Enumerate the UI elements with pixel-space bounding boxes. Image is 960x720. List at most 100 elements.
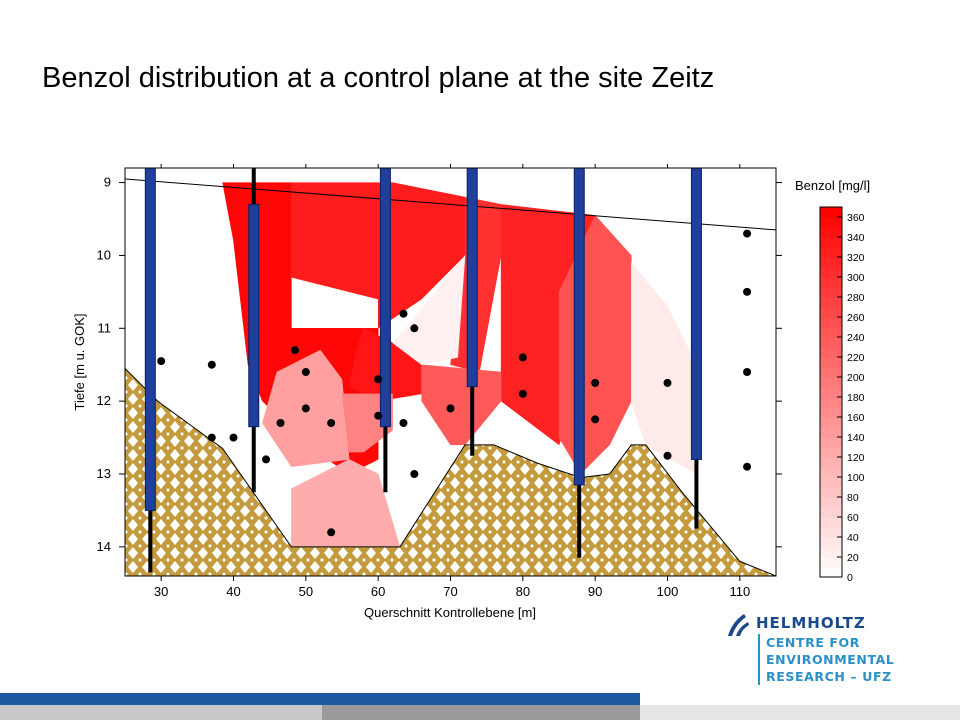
y-tick-label-12: 12 — [97, 393, 111, 408]
colorbar-band-200 — [820, 367, 842, 378]
aquitard — [125, 367, 776, 576]
wells-layer — [144, 167, 702, 573]
colorbar-tick-label-240: 240 — [847, 332, 865, 344]
well-screen-3 — [466, 167, 478, 388]
colorbar-tick-label-140: 140 — [847, 432, 865, 444]
sample-point-19 — [518, 389, 527, 398]
colorbar-band-220 — [820, 347, 842, 358]
colorbar-band-100 — [820, 467, 842, 478]
colorbar-tick-label-300: 300 — [847, 272, 865, 284]
colorbar-band-140 — [820, 427, 842, 438]
sample-point-0 — [157, 357, 166, 366]
sample-point-5 — [276, 419, 285, 427]
footer-bar-blue — [0, 693, 640, 705]
colorbar-band-50 — [820, 517, 842, 528]
colorbar-band-70 — [820, 497, 842, 508]
sample-point-22 — [663, 378, 672, 387]
colorbar-band-80 — [820, 487, 842, 498]
colorbar-band-60 — [820, 507, 842, 518]
colorbar-band-180 — [820, 387, 842, 398]
sample-point-25 — [743, 287, 752, 296]
sample-point-13 — [399, 309, 408, 318]
colorbar-title: Benzol [mg/l] — [795, 178, 870, 193]
sample-point-10 — [327, 528, 336, 537]
y-tick-label-10: 10 — [97, 247, 111, 262]
x-tick-label-70: 70 — [443, 584, 457, 599]
slide-title: Benzol distribution at a control plane a… — [42, 62, 715, 94]
sample-point-14 — [399, 419, 408, 427]
x-tick-label-50: 50 — [299, 584, 313, 599]
colorbar-band-240 — [820, 327, 842, 338]
colorbar-band-30 — [820, 537, 842, 548]
y-tick-label-11: 11 — [98, 320, 112, 335]
sample-points-layer — [157, 229, 752, 537]
sample-point-6 — [290, 346, 299, 355]
footer-bar-grey-middle — [322, 705, 640, 720]
sample-point-12 — [374, 411, 383, 420]
sample-point-3 — [229, 433, 238, 442]
colorbar-band-250 — [820, 317, 842, 328]
x-tick-label-80: 80 — [516, 584, 530, 599]
concentration-region-7 — [392, 254, 466, 365]
concentration-region-1 — [291, 182, 466, 329]
sample-point-20 — [591, 378, 600, 387]
sample-point-2 — [207, 433, 216, 442]
aquitard-layer — [125, 367, 776, 576]
colorbar-band-190 — [820, 377, 842, 388]
sample-point-15 — [410, 324, 419, 333]
colorbar-band-280 — [820, 287, 842, 298]
colorbar-band-340 — [820, 227, 842, 238]
colorbar-tick-label-260: 260 — [847, 312, 865, 324]
colorbar-band-300 — [820, 267, 842, 278]
sample-point-17 — [446, 404, 455, 413]
colorbar-band-90 — [820, 477, 842, 488]
colorbar-band-20 — [820, 547, 842, 558]
colorbar-tick-label-0: 0 — [847, 572, 853, 584]
x-tick-label-40: 40 — [226, 584, 240, 599]
sample-point-18 — [518, 353, 527, 362]
colorbar-band-350 — [820, 217, 842, 228]
colorbar-band-210 — [820, 357, 842, 368]
logo-subtitle: CENTRE FOR ENVIRONMENTAL RESEARCH – UFZ — [758, 634, 894, 685]
colorbar-band-150 — [820, 417, 842, 428]
water-table-layer — [125, 178, 776, 231]
x-tick-label-90: 90 — [588, 584, 602, 599]
well-screen-4 — [573, 167, 585, 486]
sample-point-24 — [743, 229, 752, 238]
colorbar-tick-label-340: 340 — [847, 232, 865, 244]
colorbar-tick-label-280: 280 — [847, 292, 865, 304]
helmholtz-logo-icon — [728, 614, 749, 636]
sample-point-9 — [327, 419, 336, 427]
y-axis: 9 10 11 12 13 14 — [97, 175, 782, 554]
colorbar-tick-label-20: 20 — [847, 552, 859, 564]
colorbar-band-10 — [820, 557, 842, 568]
x-tick-label-30: 30 — [154, 584, 168, 599]
logo-brand: HELMHOLTZ — [756, 614, 866, 632]
sample-point-21 — [591, 415, 600, 424]
colorbar-band-270 — [820, 297, 842, 308]
colorbar-band-0 — [820, 567, 842, 578]
colorbar-tick-label-60: 60 — [847, 512, 859, 524]
colorbar-frame — [819, 206, 843, 578]
x-axis-label: Querschnitt Kontrollebene [m] — [364, 605, 536, 620]
colorbar-band-130 — [820, 437, 842, 448]
logo-line-2: ENVIRONMENTAL — [766, 652, 895, 667]
colorbar-band-120 — [820, 447, 842, 458]
well-screen-5 — [690, 167, 702, 460]
colorbar-tick-label-100: 100 — [847, 472, 865, 484]
colorbar-tick-label-180: 180 — [847, 392, 865, 404]
sample-point-11 — [374, 375, 383, 384]
x-tick-label-110: 110 — [729, 584, 750, 599]
helmholtz-logo: HELMHOLTZ CENTRE FOR ENVIRONMENTAL RESEA… — [722, 604, 922, 694]
concentration-regions — [222, 182, 697, 548]
y-axis-label: Tiefe [m u. GOK] — [72, 313, 87, 410]
y-tick-label-9: 9 — [104, 175, 111, 190]
colorbar-band-310 — [820, 257, 842, 268]
sample-point-8 — [301, 404, 310, 413]
sample-point-26 — [743, 368, 752, 376]
colorbar-band-360 — [820, 207, 842, 218]
colorbar-tick-label-80: 80 — [847, 492, 859, 504]
x-tick-label-100: 100 — [657, 584, 679, 599]
water-table-line — [125, 178, 776, 231]
